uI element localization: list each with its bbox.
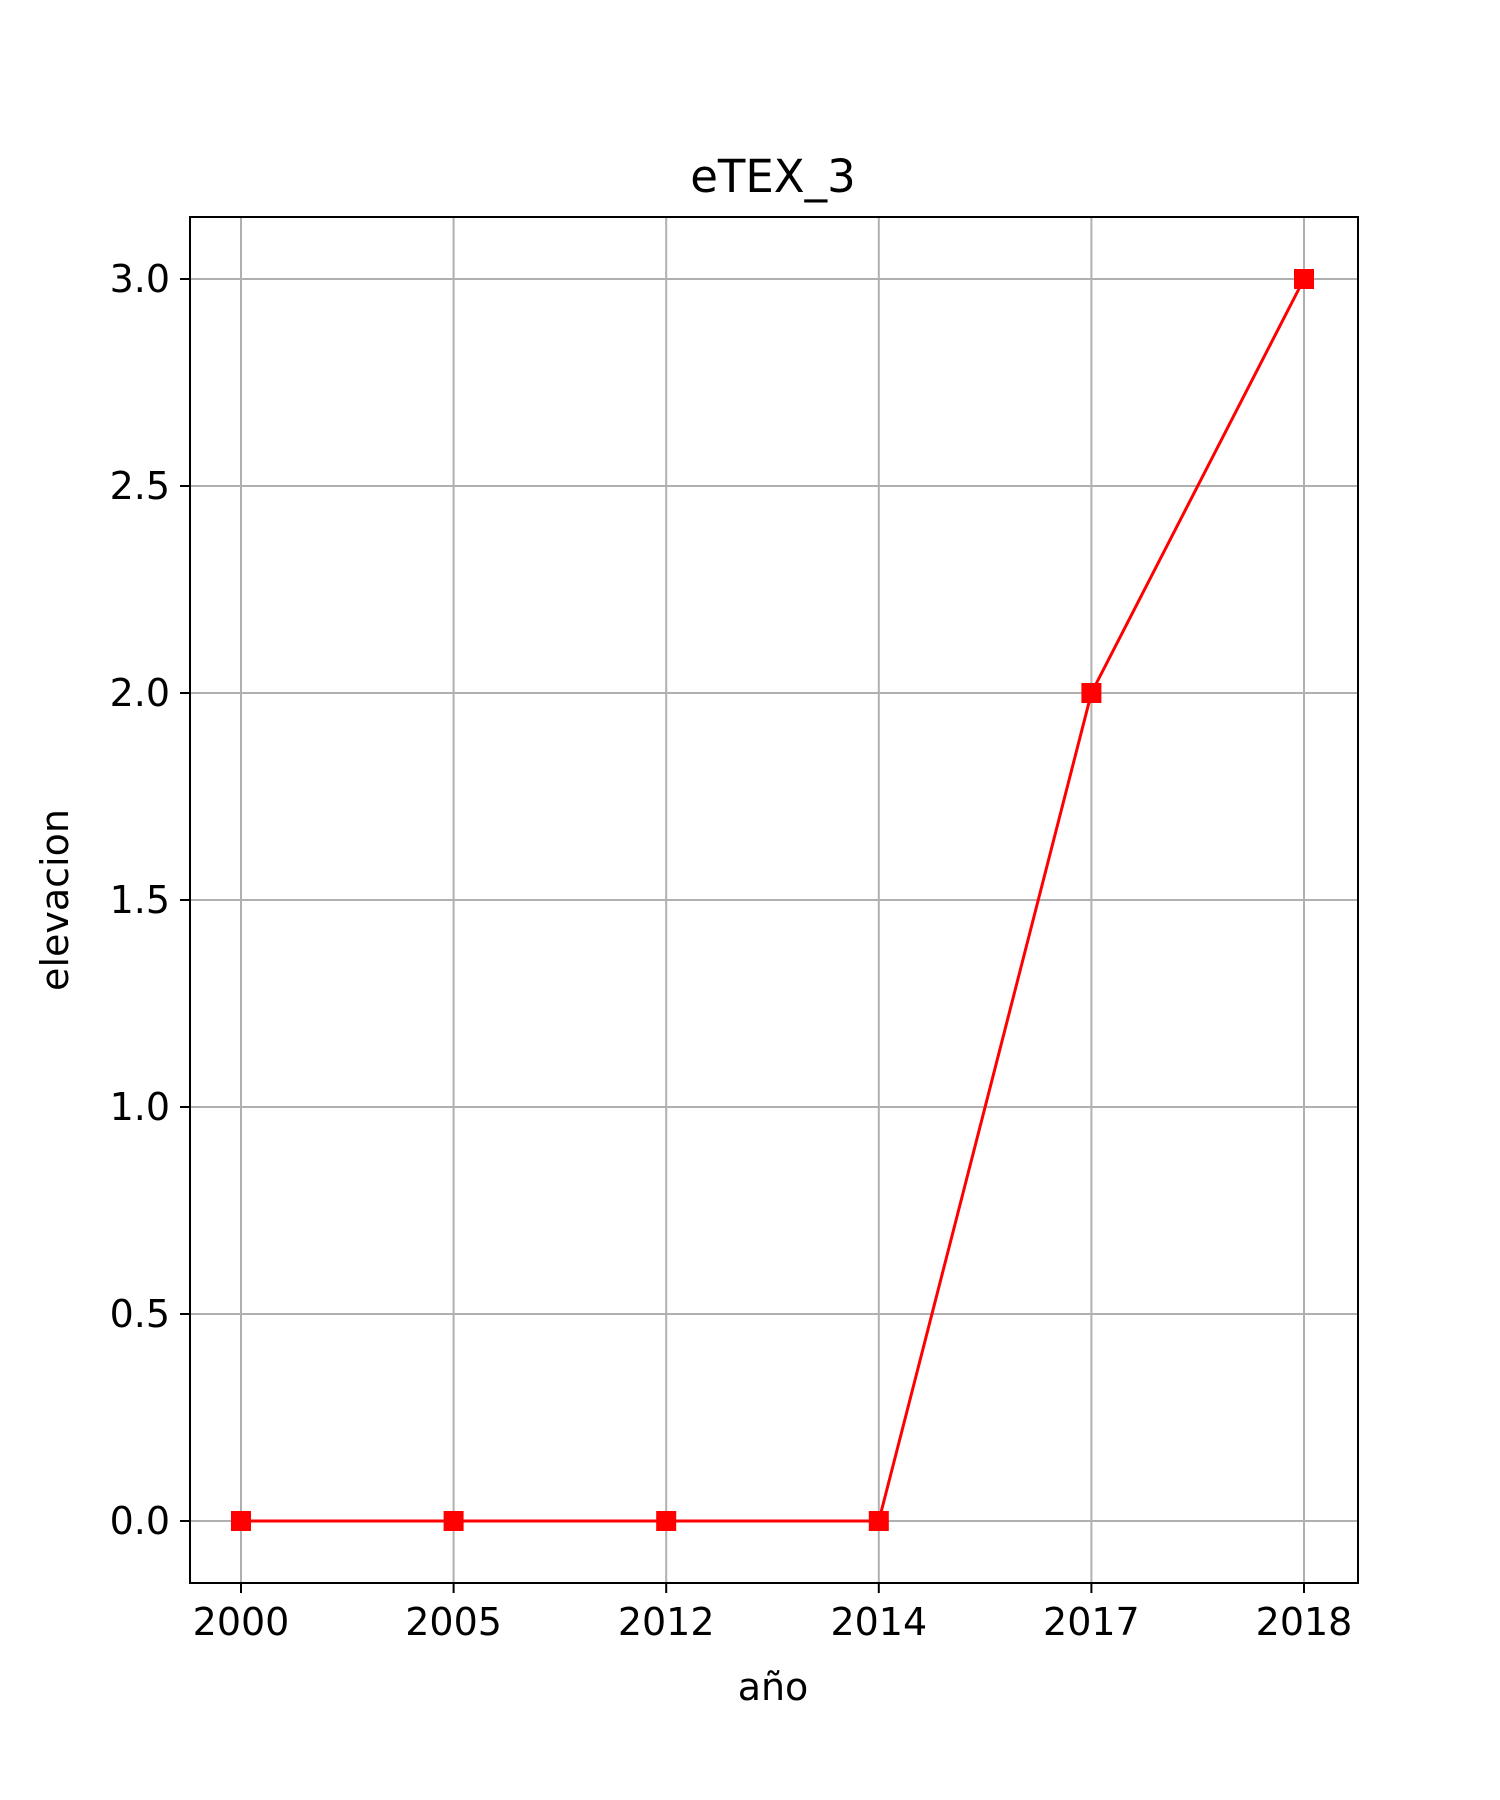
y-tick-label: 2.5	[110, 464, 170, 508]
x-tick-label: 2014	[830, 1600, 927, 1644]
data-point-marker	[656, 1511, 677, 1531]
data-point-marker	[868, 1511, 889, 1531]
x-tick-label: 2000	[193, 1600, 290, 1644]
x-tick-label: 2005	[405, 1600, 502, 1644]
y-tick-label: 1.0	[110, 1085, 170, 1129]
chart-title: eTEX_3	[690, 150, 856, 203]
y-tick-label: 1.5	[110, 878, 170, 922]
series-markers	[231, 269, 1314, 1531]
x-tick-label: 2018	[1256, 1600, 1353, 1644]
x-tick-label: 2017	[1043, 1600, 1140, 1644]
series-lines	[241, 278, 1306, 1523]
x-axis-ticks: 2000 2005 2012 2014 2017 2018	[193, 1583, 1353, 1644]
data-point-marker	[1081, 683, 1102, 703]
grid-lines	[190, 217, 1358, 1583]
x-axis-label: año	[738, 1665, 809, 1709]
y-tick-label: 2.0	[110, 671, 170, 715]
data-point-marker	[1294, 269, 1314, 289]
y-tick-label: 0.0	[110, 1499, 170, 1543]
y-axis-ticks: 0.0 0.5 1.0 1.5 2.0 2.5 3.0	[110, 257, 190, 1543]
y-tick-label: 3.0	[110, 257, 170, 301]
x-tick-label: 2012	[618, 1600, 715, 1644]
data-point-marker	[231, 1511, 251, 1531]
y-axis-label: elevacion	[33, 809, 77, 991]
y-tick-label: 0.5	[110, 1292, 170, 1336]
series-line	[241, 278, 1306, 1523]
data-point-marker	[443, 1511, 464, 1531]
